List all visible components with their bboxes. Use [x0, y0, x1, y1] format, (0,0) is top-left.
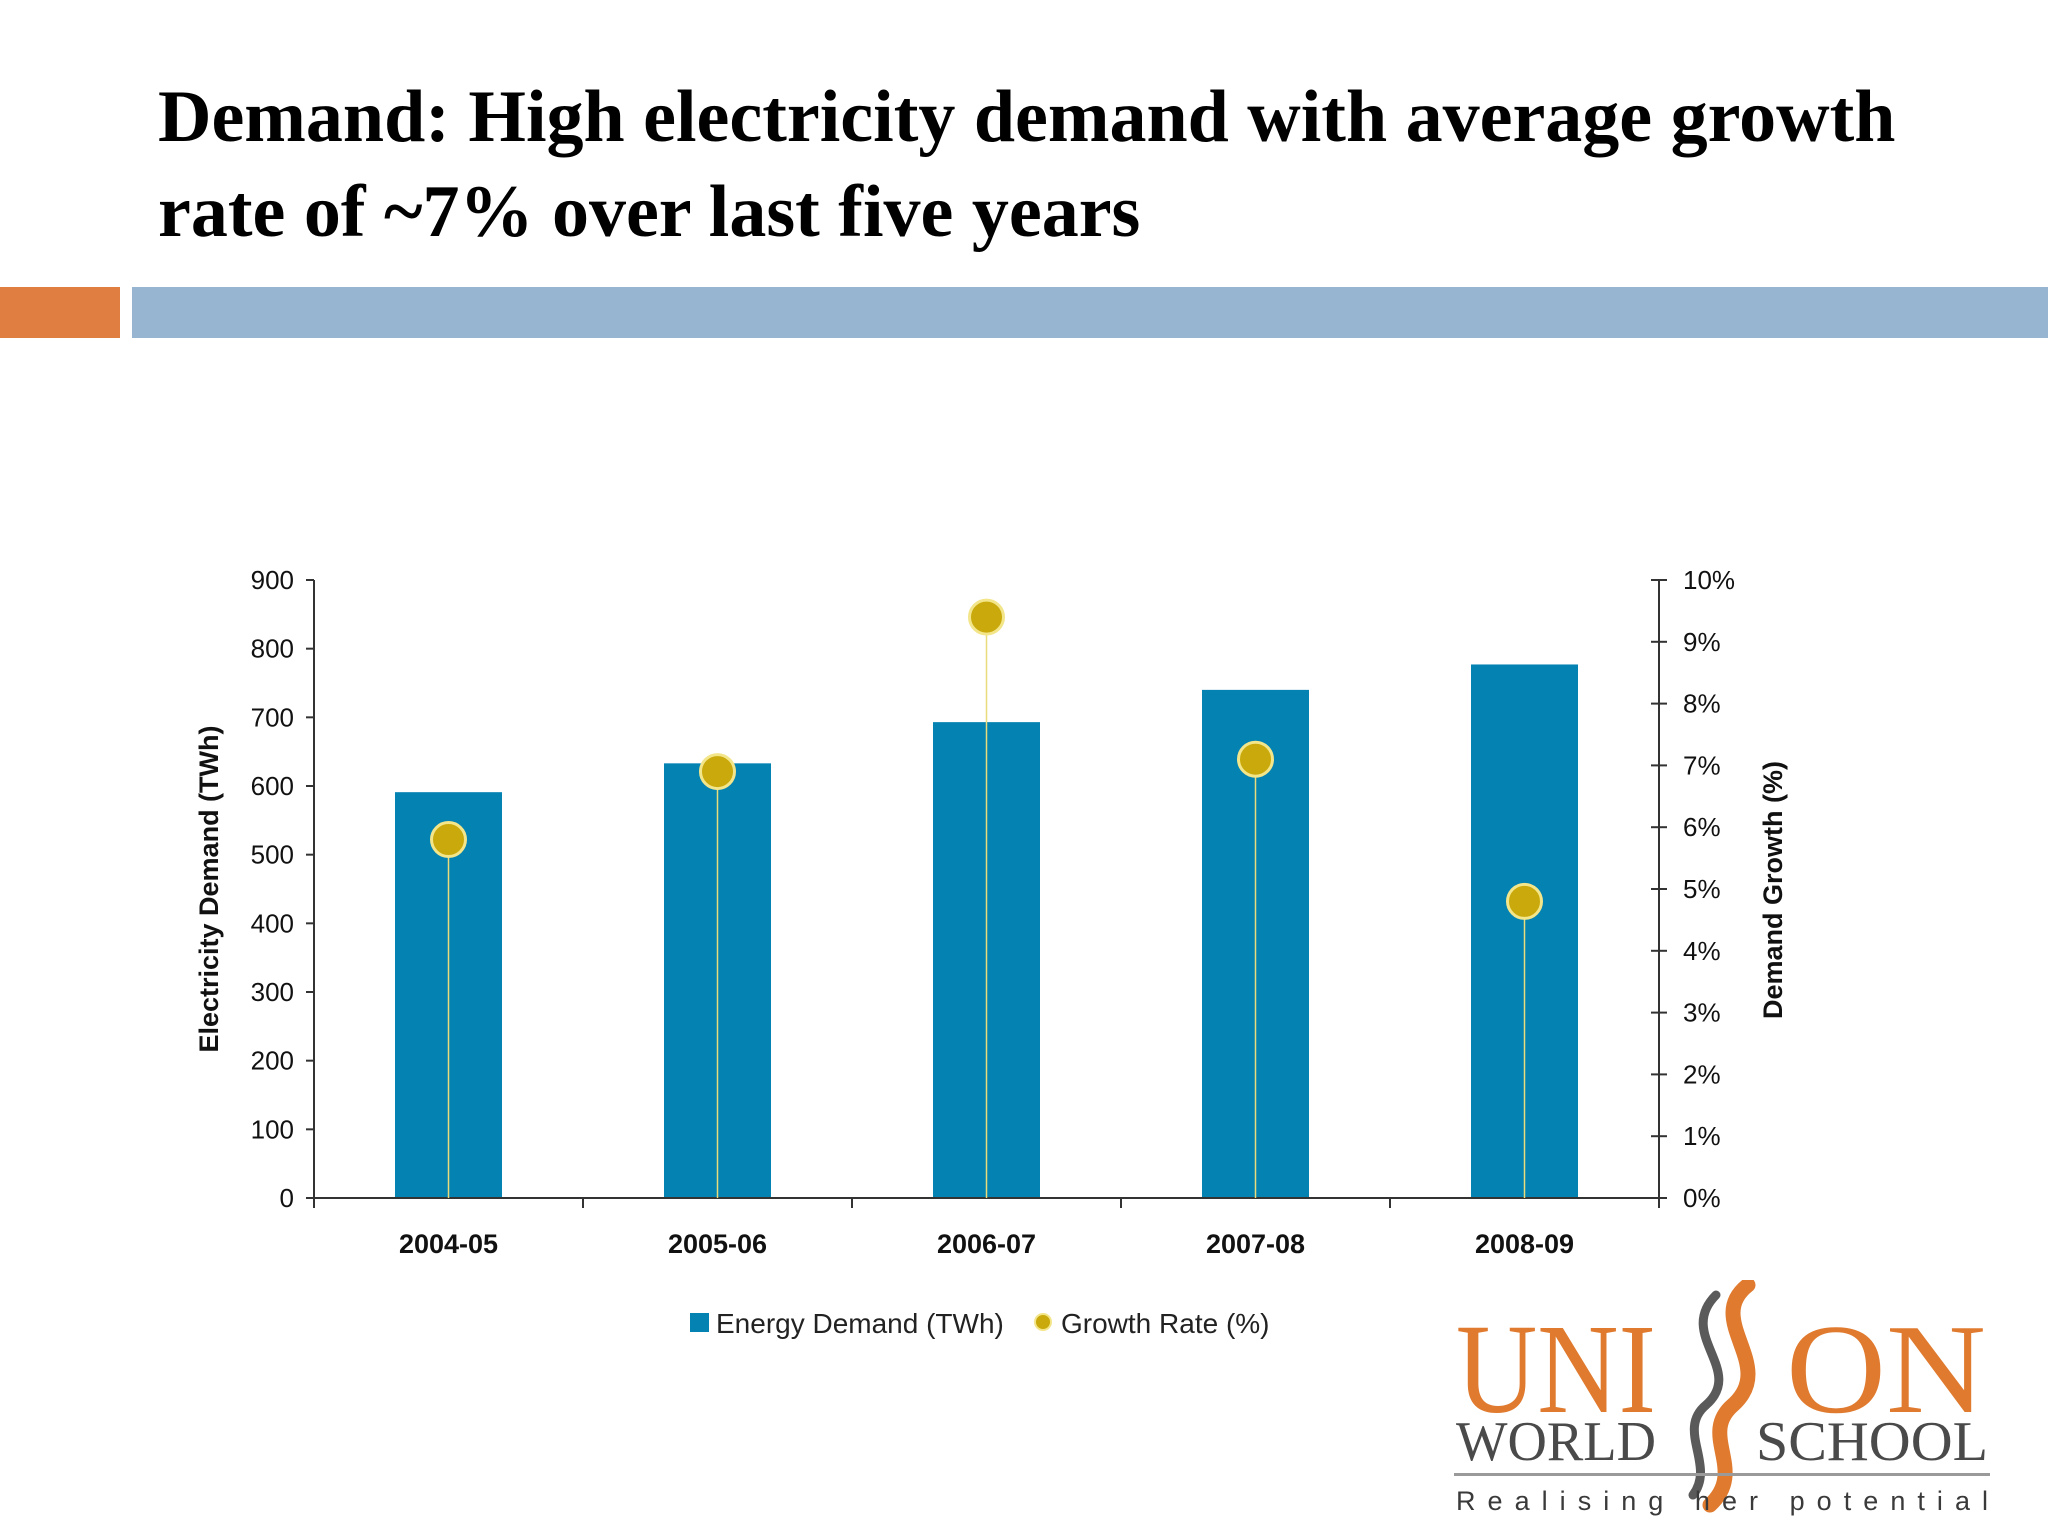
y-axis-title: Electricity Demand (TWh)	[194, 725, 224, 1052]
y2-tick-label: 3%	[1683, 998, 1721, 1028]
legend-label-energy: Energy Demand (TWh)	[716, 1308, 1004, 1339]
x-tick-label: 2006-07	[937, 1229, 1036, 1259]
y2-tick-label: 8%	[1683, 689, 1721, 719]
school-logo: UNI ON WORLD SCHOOL Realising her potent…	[1454, 1280, 1990, 1516]
x-tick-label: 2004-05	[399, 1229, 498, 1259]
x-tick-label: 2007-08	[1206, 1229, 1305, 1259]
y2-tick-label: 4%	[1683, 936, 1721, 966]
growth-point-2005-06	[699, 753, 736, 791]
y2-tick-label: 7%	[1683, 750, 1721, 780]
logo-text-school: SCHOOL	[1756, 1411, 1988, 1473]
accent-bar-blue	[132, 287, 2048, 338]
legend-swatch-bar	[690, 1313, 709, 1332]
y2-tick-label: 9%	[1683, 627, 1721, 657]
y-tick-label: 900	[251, 565, 294, 595]
logo-swirl-orange	[1702, 1280, 1756, 1513]
y2-tick-label: 0%	[1683, 1183, 1721, 1213]
logo-text-world: WORLD	[1456, 1411, 1656, 1473]
y-tick-label: 800	[251, 634, 294, 664]
growth-point-2004-05	[430, 821, 467, 859]
growth-point-2006-07	[968, 598, 1005, 636]
y-tick-label: 600	[251, 771, 294, 801]
legend-swatch-dot	[1034, 1313, 1052, 1331]
logo-text-on: ON	[1786, 1298, 1986, 1440]
logo-divider	[1454, 1473, 1990, 1476]
logo-tagline: Realising her potential	[1456, 1486, 1988, 1516]
accent-bar-orange	[0, 287, 120, 338]
y-tick-label: 200	[251, 1046, 294, 1076]
y2-tick-label: 2%	[1683, 1059, 1721, 1089]
x-tick-label: 2005-06	[668, 1229, 767, 1259]
x-tick-label: 2008-09	[1475, 1229, 1574, 1259]
slide-title: Demand: High electricity demand with ave…	[158, 76, 1896, 253]
y2-tick-label: 6%	[1683, 812, 1721, 842]
growth-point-2008-09	[1506, 882, 1543, 920]
y2-axis-title: Demand Growth (%)	[1758, 761, 1788, 1019]
y-tick-label: 400	[251, 908, 294, 938]
logo-text-uni: UNI	[1456, 1298, 1656, 1440]
y-tick-label: 300	[251, 977, 294, 1007]
legend-label-growth: Growth Rate (%)	[1061, 1308, 1270, 1339]
growth-point-2007-08	[1237, 740, 1274, 778]
y2-tick-label: 10%	[1683, 565, 1735, 595]
y-tick-label: 700	[251, 702, 294, 732]
logo-swirl-gray	[1688, 1290, 1724, 1500]
y-tick-label: 0	[280, 1183, 294, 1213]
y-tick-label: 500	[251, 840, 294, 870]
y2-tick-label: 1%	[1683, 1121, 1721, 1151]
y2-tick-label: 5%	[1683, 874, 1721, 904]
y-tick-label: 100	[251, 1114, 294, 1144]
